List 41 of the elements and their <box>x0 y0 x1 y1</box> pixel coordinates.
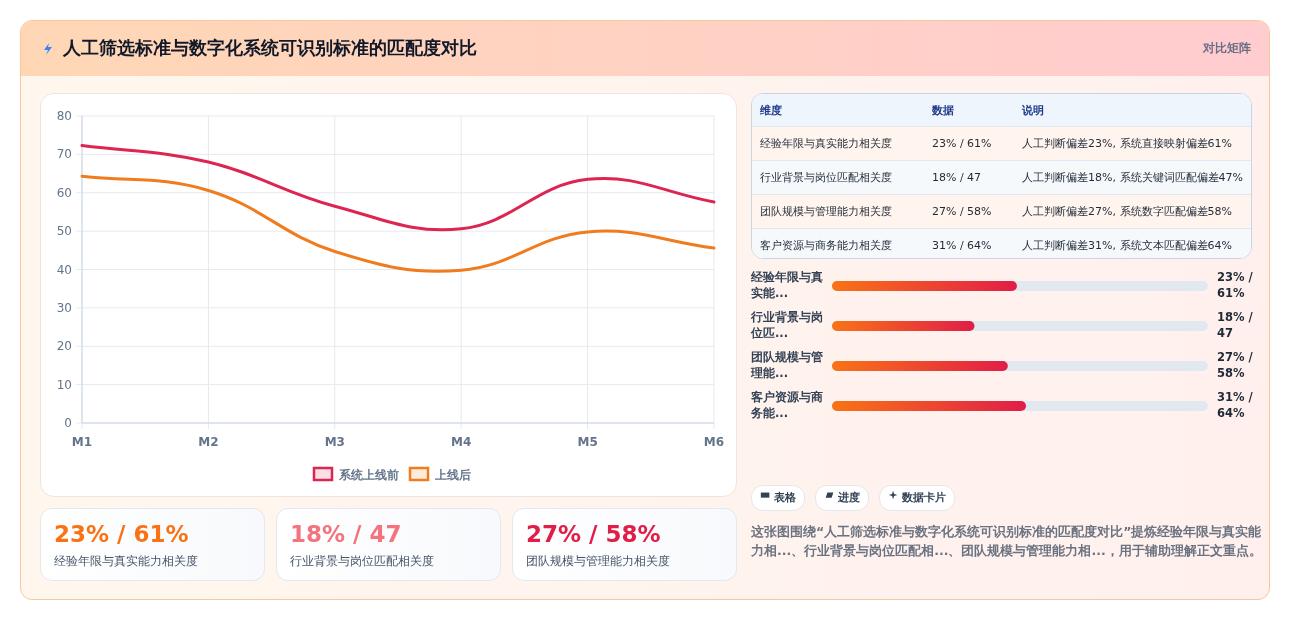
y-tick-label: 0 <box>64 416 72 430</box>
x-tick-label: M5 <box>577 435 598 449</box>
y-tick-label: 30 <box>56 300 72 315</box>
x-tick-label: M1 <box>71 435 93 449</box>
data-label: 27% / 58% <box>1217 349 1254 381</box>
text: 进度 <box>838 491 860 504</box>
legend-label: 上线后 <box>434 468 471 482</box>
y-tick-label: 80 <box>56 109 72 123</box>
data-label: 23% / 61% <box>1217 269 1254 301</box>
data-label: 31% / 64% <box>1217 389 1254 421</box>
x-tick-label: M2 <box>198 435 219 449</box>
text: 行业背景与岗位匹配相关度 <box>290 554 434 569</box>
y-tick-label: 10 <box>56 377 72 392</box>
y-tick-label: 经验年限与真实能... <box>751 269 824 301</box>
y-tick-label: 70 <box>56 147 72 162</box>
y-tick-label: 团队规模与管理能... <box>751 349 824 381</box>
text: 人工筛选标准与数字化系统可识别标准的匹配度对比 <box>63 36 477 60</box>
y-tick-label: 客户资源与商务能... <box>751 389 824 421</box>
table-row: 客户资源与商务能力相关度 31% / 64% 人工判断偏差31%, 系统文本匹配偏差64% <box>752 228 1251 258</box>
x-tick-label: M3 <box>324 435 345 449</box>
y-tick-label: 60 <box>56 185 72 200</box>
table-row: 团队规模与管理能力相关度 27% / 58% 人工判断偏差27%, 系统数字匹配偏差58% <box>752 194 1251 229</box>
text: 表格 <box>774 491 796 504</box>
y-tick-label: 40 <box>56 262 72 277</box>
x-tick-label: M6 <box>703 435 725 449</box>
legend-label: 系统上线前 <box>338 468 399 482</box>
text: 18% / 47 <box>290 521 402 547</box>
y-tick-label: 行业背景与岗位匹... <box>751 309 824 341</box>
text: 23% / 61% <box>54 521 189 547</box>
text: 团队规模与管理能力相关度 <box>526 554 670 569</box>
data-label: 18% / 47 <box>1217 309 1254 341</box>
y-tick-label: 20 <box>56 339 72 354</box>
text: 对比矩阵 <box>1203 40 1251 57</box>
x-tick-label: M4 <box>451 435 472 449</box>
text: 数据卡片 <box>902 491 946 504</box>
table-row: 行业背景与岗位匹配相关度 18% / 47 人工判断偏差18%, 系统关键词匹配偏差47% <box>752 160 1251 195</box>
text: 经验年限与真实能力相关度 <box>54 554 198 569</box>
text: 这张图围绕“人工筛选标准与数字化系统可识别标准的匹配度对比”提炼经验年限与真实能力相...、行业背景与岗位匹配相...、团队规模与管理能力相...，用于辅助理解正文重点。 <box>751 523 1263 560</box>
table-row: 经验年限与真实能力相关度 23% / 61% 人工判断偏差23%, 系统直接映射偏差61% <box>752 126 1251 161</box>
text: 27% / 58% <box>526 521 661 547</box>
y-tick-label: 50 <box>56 224 72 239</box>
